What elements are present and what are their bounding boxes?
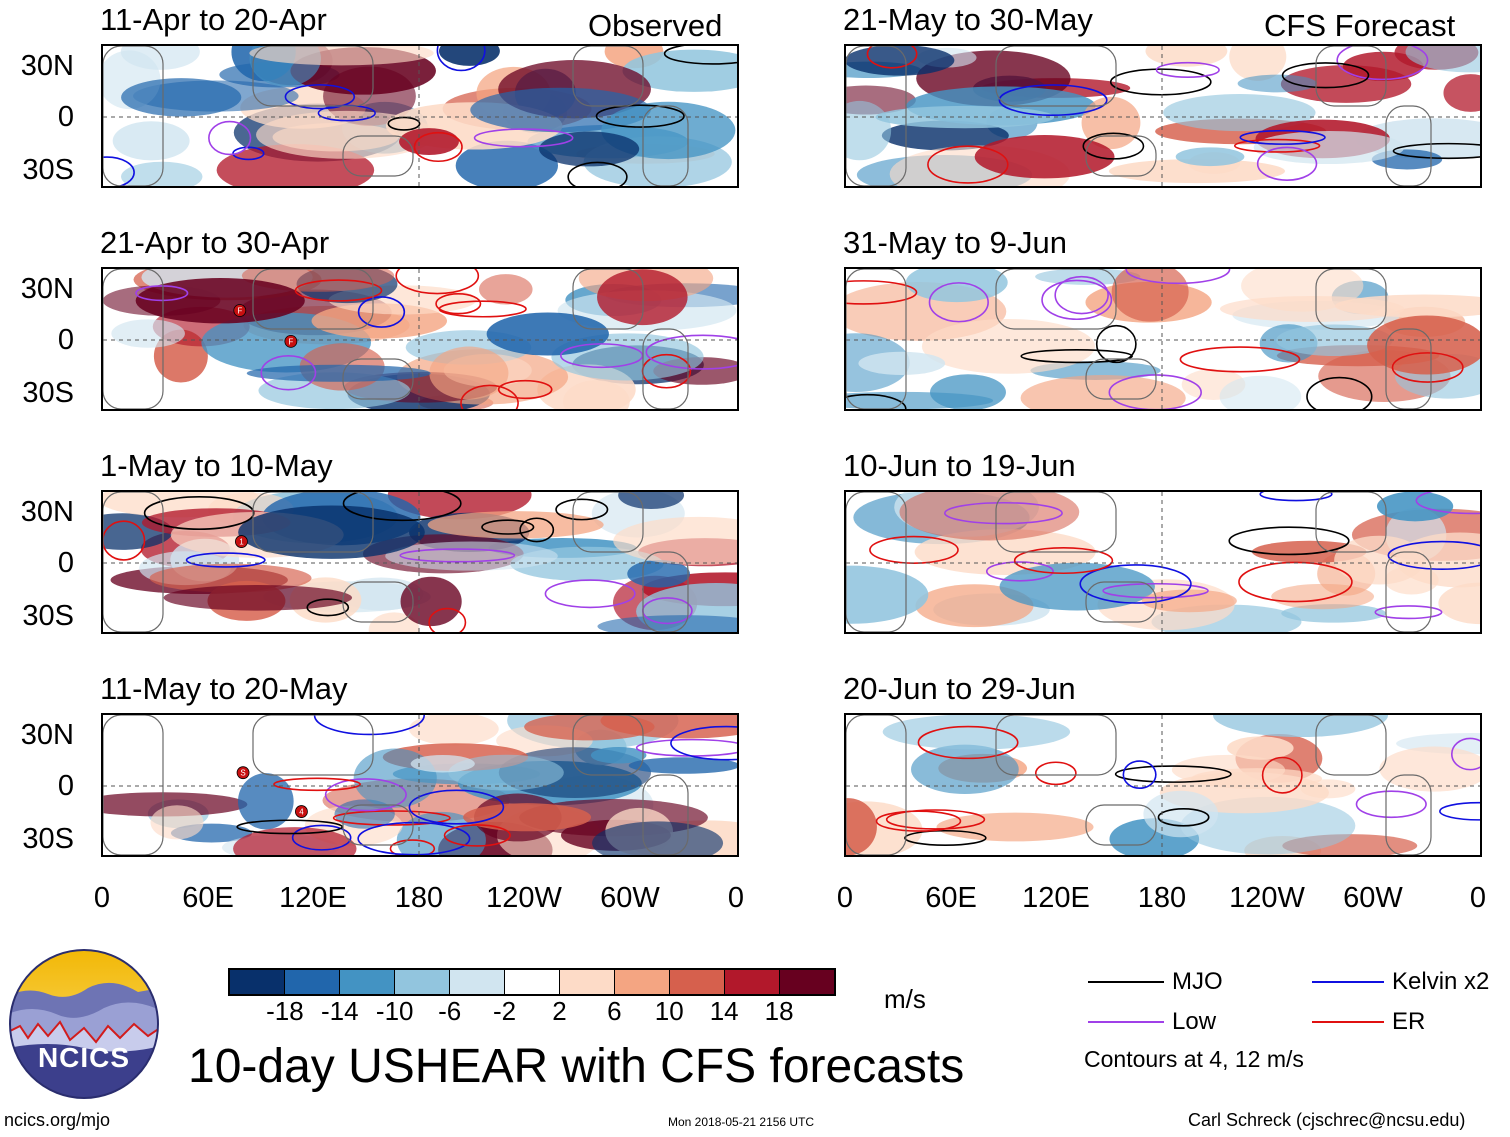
xlab: 60E [925, 882, 977, 914]
xlab: 60W [600, 882, 660, 914]
ylab-eq: 0 [57, 770, 74, 802]
panel-title-5: 21-May to 30-May [843, 2, 1093, 37]
legend-label-mjo: MJO [1172, 968, 1223, 995]
storm-marker [284, 334, 298, 348]
ylab-30s: 30S [22, 600, 74, 632]
colorbar-swatch [230, 970, 284, 994]
xlab: 60W [1343, 882, 1403, 914]
figure-title: 10-day USHEAR with CFS forecasts [188, 1040, 965, 1093]
xlab: 0 [836, 882, 854, 914]
xlab: 120W [1229, 882, 1305, 914]
panel-tag-forecast: CFS Forecast [1264, 8, 1456, 43]
xlab: 120W [486, 882, 562, 914]
colorbar-tick-label: 14 [709, 996, 739, 1026]
xlab: 120E [1022, 882, 1090, 914]
panel-title-1: 11-Apr to 20-Apr [100, 2, 327, 37]
colorbar-swatch [284, 970, 339, 994]
logo-text: NCICS [37, 1042, 131, 1073]
colorbar-swatch [394, 970, 449, 994]
colorbar [228, 968, 836, 996]
colorbar-tick-label: 6 [607, 996, 622, 1026]
ylab-30n: 30N [20, 496, 74, 528]
xlab: 0 [93, 882, 111, 914]
panel-title-8: 20-Jun to 29-Jun [843, 671, 1076, 706]
storm-marker-label: 4 [299, 808, 304, 817]
panel-title-3: 1-May to 10-May [100, 448, 333, 483]
ylab-eq: 0 [57, 547, 74, 579]
colorbar-swatch [614, 970, 669, 994]
xlab: 0 [727, 882, 745, 914]
ylab-30n: 30N [20, 719, 74, 751]
map-panel-forecast-2 [844, 267, 1482, 411]
panel-title-4: 11-May to 20-May [100, 671, 348, 706]
storm-marker-label: F [237, 306, 242, 315]
ylab-30s: 30S [22, 377, 74, 409]
colorbar-tick-label: -2 [492, 996, 517, 1026]
colorbar-swatch [724, 970, 779, 994]
footer-author: Carl Schreck (cjschrec@ncsu.edu) [1188, 1110, 1466, 1130]
legend-label-er: ER [1392, 1008, 1426, 1035]
ylab-30s: 30S [22, 154, 74, 186]
map-panel-forecast-4 [844, 713, 1482, 857]
xlab: 60E [182, 882, 234, 914]
legend-line-mjo [1088, 981, 1164, 983]
footer-url[interactable]: ncics.org/mjo [4, 1110, 111, 1130]
storm-marker [235, 535, 248, 548]
legend-line-er [1312, 1021, 1384, 1023]
xlab: 180 [394, 882, 444, 914]
colorbar-swatch [339, 970, 394, 994]
ylab-eq: 0 [57, 324, 74, 356]
colorbar-tick-label: 2 [552, 996, 567, 1026]
colorbar-swatch [449, 970, 504, 994]
storm-marker [233, 304, 247, 317]
colorbar-swatch [669, 970, 724, 994]
map-panel-forecast-3 [844, 490, 1482, 634]
panel-tag-observed: Observed [588, 8, 723, 43]
footer-timestamp: Mon 2018-05-21 2156 UTC [668, 1115, 815, 1129]
storm-marker-label: 1 [239, 538, 244, 547]
ylab-eq: 0 [57, 101, 74, 133]
ylab-30n: 30N [20, 273, 74, 305]
legend-note: Contours at 4, 12 m/s [1084, 1046, 1304, 1072]
map-panel-observed-3: 1 [101, 490, 739, 634]
legend-line-low [1088, 1021, 1164, 1023]
legend-label-low: Low [1172, 1008, 1217, 1035]
storm-marker [295, 805, 308, 818]
colorbar-tick-label: -10 [375, 996, 414, 1026]
storm-marker-label: S [240, 769, 245, 778]
panel-title-2: 21-Apr to 30-Apr [100, 225, 330, 260]
colorbar-units: m/s [884, 984, 926, 1014]
colorbar-tick-label: -18 [266, 996, 304, 1026]
ncics-logo: NCICS [8, 948, 160, 1100]
legend-line-kelvin [1312, 981, 1384, 983]
map-panel-forecast-1 [844, 44, 1482, 188]
legend-label-kelvin: Kelvin x2 [1392, 968, 1490, 995]
xlab: 120E [279, 882, 347, 914]
storm-marker-label: F [288, 337, 293, 346]
colorbar-tick-label: -6 [438, 996, 462, 1026]
ylab-30s: 30S [22, 823, 74, 855]
ylab-30n: 30N [20, 50, 74, 82]
panel-title-7: 10-Jun to 19-Jun [843, 448, 1076, 483]
colorbar-tick-label: 18 [764, 996, 794, 1026]
colorbar-swatch [779, 970, 834, 994]
colorbar-swatch [559, 970, 614, 994]
xlab: 0 [1469, 882, 1487, 914]
storm-marker [236, 766, 250, 780]
xlab: 180 [1137, 882, 1187, 914]
colorbar-tick-label: -14 [321, 996, 359, 1026]
colorbar-swatch [504, 970, 559, 994]
panel-title-6: 31-May to 9-Jun [843, 225, 1067, 260]
colorbar-tick-label: 10 [654, 996, 684, 1026]
map-panel-observed-1 [101, 44, 739, 188]
